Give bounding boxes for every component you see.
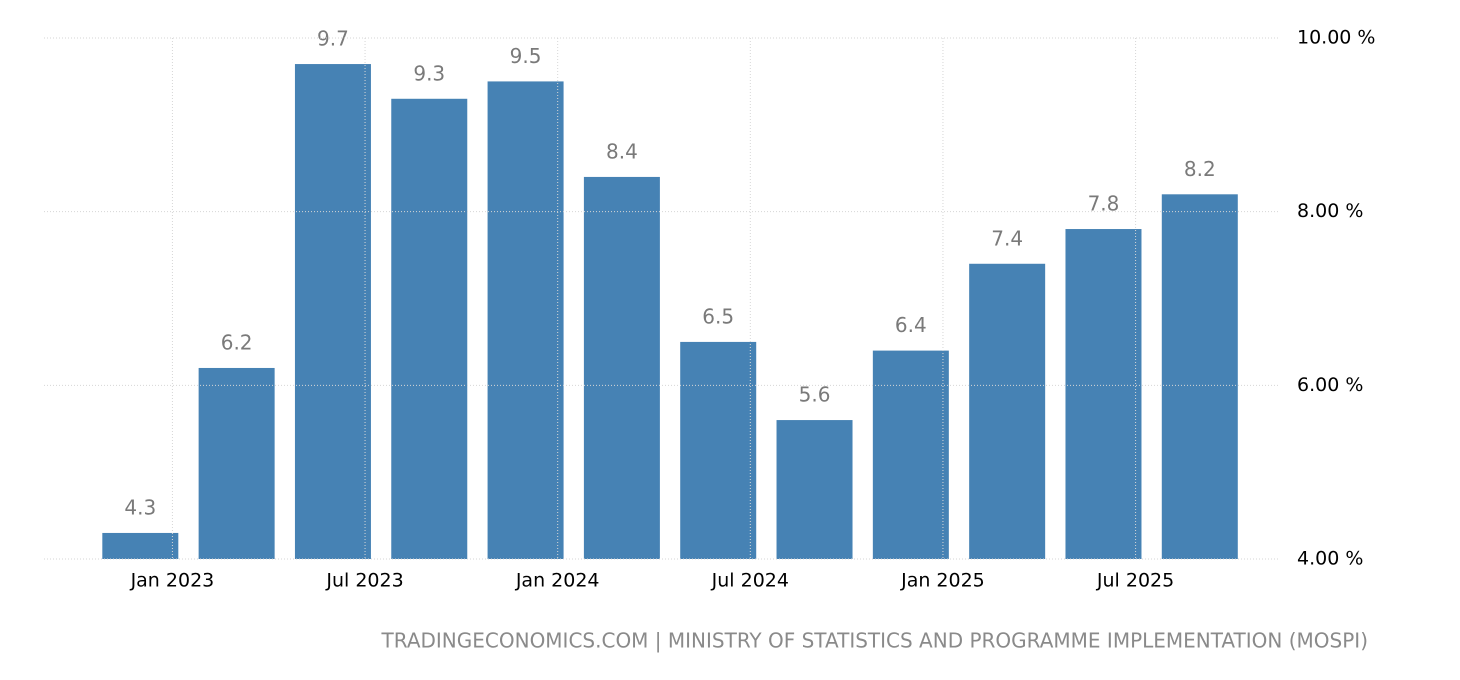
x-tick-label: Jul 2023 (325, 570, 403, 592)
y-tick-label: 4.00 % (1297, 548, 1363, 570)
y-tick-label: 8.00 % (1297, 200, 1363, 222)
x-tick-label: Jul 2025 (1096, 570, 1174, 592)
bar (294, 64, 371, 560)
value-label: 4.3 (124, 495, 156, 519)
bar (102, 532, 179, 559)
bar (680, 341, 757, 559)
bar (487, 81, 564, 560)
x-tick-label: Jan 2023 (130, 570, 215, 592)
bar (583, 176, 660, 559)
value-label: 6.4 (895, 313, 927, 337)
bar (198, 367, 275, 559)
bar (776, 420, 853, 559)
value-label: 5.6 (799, 383, 831, 407)
y-tick-label: 10.00 % (1297, 27, 1376, 49)
value-label: 8.2 (1184, 157, 1216, 181)
x-tick-label: Jan 2024 (515, 570, 600, 592)
bar (1161, 194, 1238, 560)
source-note: TRADINGECONOMICS.COM | MINISTRY OF STATI… (381, 629, 1368, 653)
value-label: 6.5 (702, 304, 734, 328)
bar (969, 263, 1046, 559)
value-label: 9.7 (317, 27, 349, 51)
value-label: 6.2 (221, 330, 253, 354)
bar (1065, 229, 1142, 560)
x-tick-label: Jan 2025 (900, 570, 985, 592)
value-label: 9.3 (413, 61, 445, 85)
x-tick-label: Jul 2024 (711, 570, 789, 592)
bar (872, 350, 949, 559)
value-label: 7.4 (991, 226, 1023, 250)
y-tick-label: 6.00 % (1297, 374, 1363, 396)
value-label: 8.4 (606, 139, 638, 163)
bar (391, 98, 468, 560)
value-label: 9.5 (510, 44, 542, 68)
